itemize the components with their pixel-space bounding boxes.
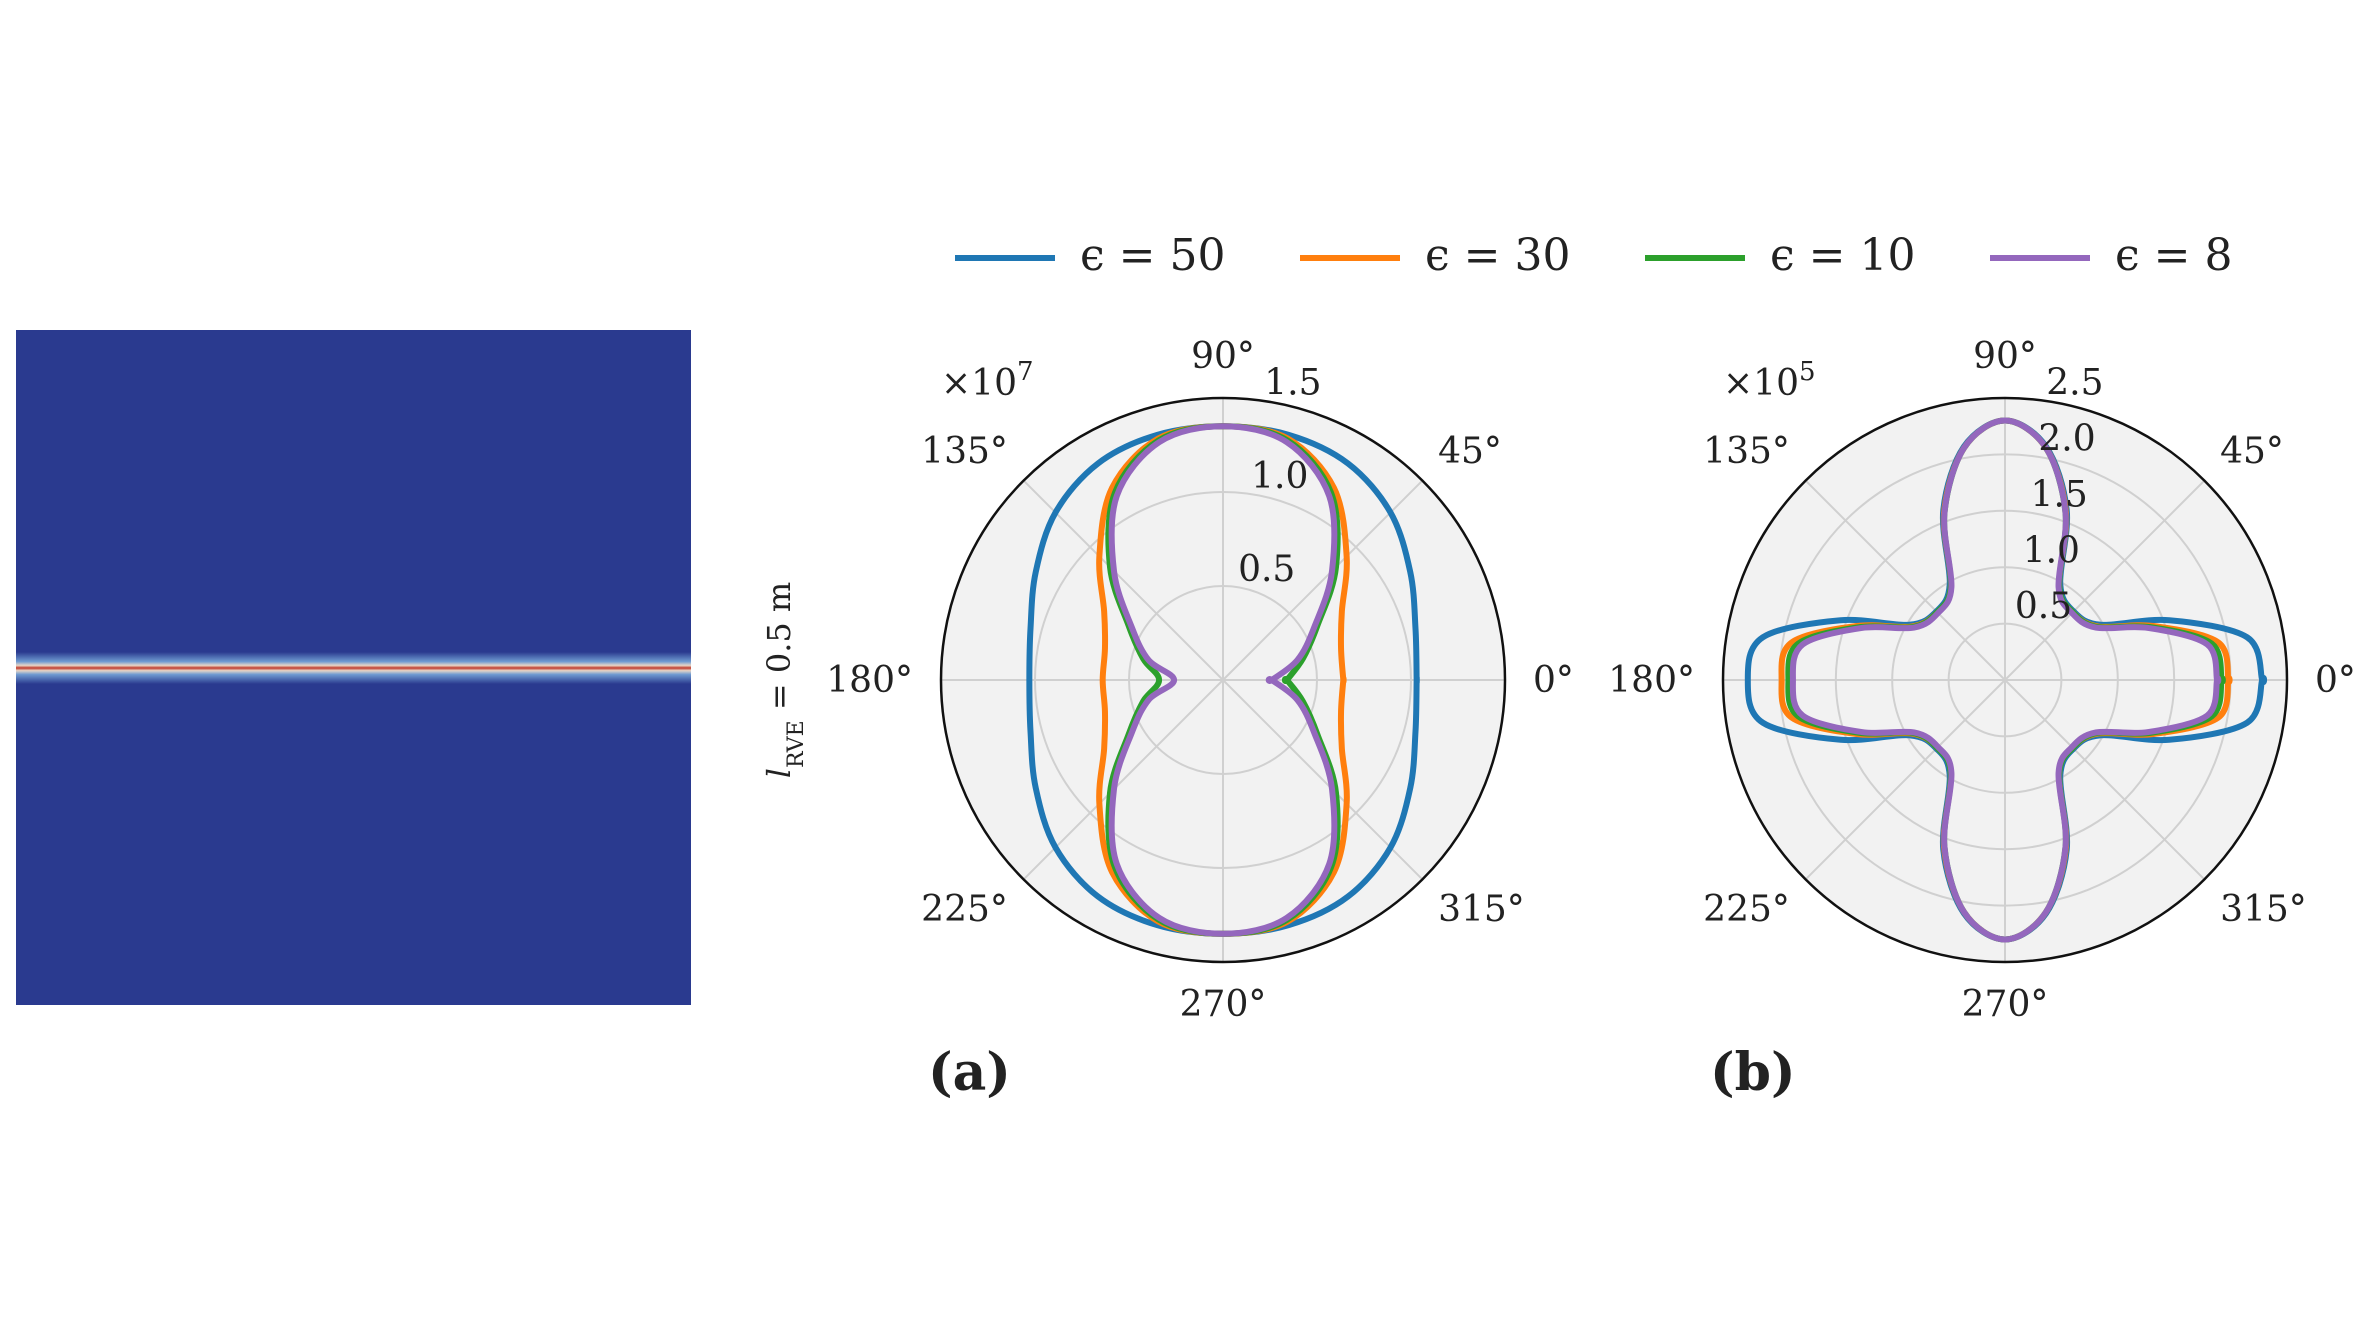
- scale-multiplier: ×107: [941, 357, 1034, 404]
- series-line-1: [1026, 423, 1420, 937]
- scale-base: ×10: [1723, 363, 1799, 404]
- legend-label: ϵ = 50: [1080, 230, 1225, 281]
- scale-exponent: 7: [1017, 357, 1034, 387]
- rve-size-label: lRVE = 0.5 m: [760, 582, 809, 779]
- radial-tick-label: 1.0: [1251, 456, 1308, 497]
- radial-tick-label: 0.5: [2015, 586, 2072, 627]
- polar-chart-b: 0.5 1.0 1.5 2.0 2.5 0° 45° 90° 135° 180° 225° 270° 3…: [1608, 336, 2356, 1103]
- angle-tick-label: 225°: [921, 889, 1008, 930]
- radial-tick-label: 0.5: [1238, 549, 1295, 590]
- angle-tick-label: 0°: [1533, 660, 1574, 701]
- angle-tick-label: 45°: [1438, 431, 1502, 472]
- angle-tick-label: 90°: [1191, 336, 1255, 377]
- angle-tick-label: 180°: [826, 660, 913, 701]
- legend-label: ϵ = 10: [1770, 230, 1915, 281]
- rve-size-value: = 0.5 m: [760, 582, 798, 721]
- rve-size-subscript: RVE: [784, 720, 809, 768]
- panel-label: (b): [1710, 1042, 1796, 1103]
- angle-tick-label: 270°: [1962, 984, 2049, 1025]
- radial-tick-label: 1.5: [2031, 474, 2088, 515]
- panel-label: (a): [928, 1042, 1011, 1103]
- series-line-4: [1789, 417, 2222, 943]
- damage-field-image: [16, 330, 691, 1005]
- scale-multiplier: ×105: [1723, 357, 1816, 404]
- angle-tick-label: 0°: [2315, 660, 2356, 701]
- angle-tick-label: 225°: [1703, 889, 1790, 930]
- angle-tick-label: 315°: [1438, 889, 1525, 930]
- angular-grid-line: [1804, 679, 2006, 881]
- series-line-4: [1108, 423, 1338, 937]
- angle-tick-label: 180°: [1608, 660, 1695, 701]
- legend-label: ϵ = 8: [2115, 230, 2232, 281]
- scale-base: ×10: [941, 363, 1017, 404]
- polar-outline: [1721, 396, 2289, 964]
- angle-tick-label: 45°: [2220, 431, 2284, 472]
- angular-grid-line: [2004, 479, 2206, 681]
- radial-tick-label: 2.5: [2046, 363, 2103, 404]
- radial-tick-label: 2.0: [2038, 419, 2095, 460]
- radial-tick-label: 1.0: [2023, 530, 2080, 571]
- angle-tick-label: 270°: [1180, 984, 1267, 1025]
- angular-grid-line: [2004, 679, 2206, 881]
- side-label: lRVE = 0.5 m: [760, 582, 809, 779]
- polar-outline: [939, 396, 1507, 964]
- legend-label: ϵ = 30: [1425, 230, 1570, 281]
- series-line-2: [1096, 423, 1350, 937]
- legend: ϵ = 50 ϵ = 30 ϵ = 10 ϵ = 8: [955, 230, 2232, 281]
- angular-grid-line: [1804, 479, 2006, 681]
- angle-tick-label: 315°: [2220, 889, 2307, 930]
- radial-tick-label: 1.5: [1264, 363, 1321, 404]
- crack-band: [16, 652, 691, 684]
- angle-tick-label: 135°: [921, 431, 1008, 472]
- angle-tick-label: 90°: [1973, 336, 2037, 377]
- polar-chart-a: 0.5 1.0 1.5 0° 45° 90° 135° 180° 225° 270° 315° ×10…: [826, 336, 1574, 1103]
- angle-tick-label: 135°: [1703, 431, 1790, 472]
- rve-size-symbol: l: [760, 768, 798, 778]
- scale-exponent: 5: [1799, 357, 1816, 387]
